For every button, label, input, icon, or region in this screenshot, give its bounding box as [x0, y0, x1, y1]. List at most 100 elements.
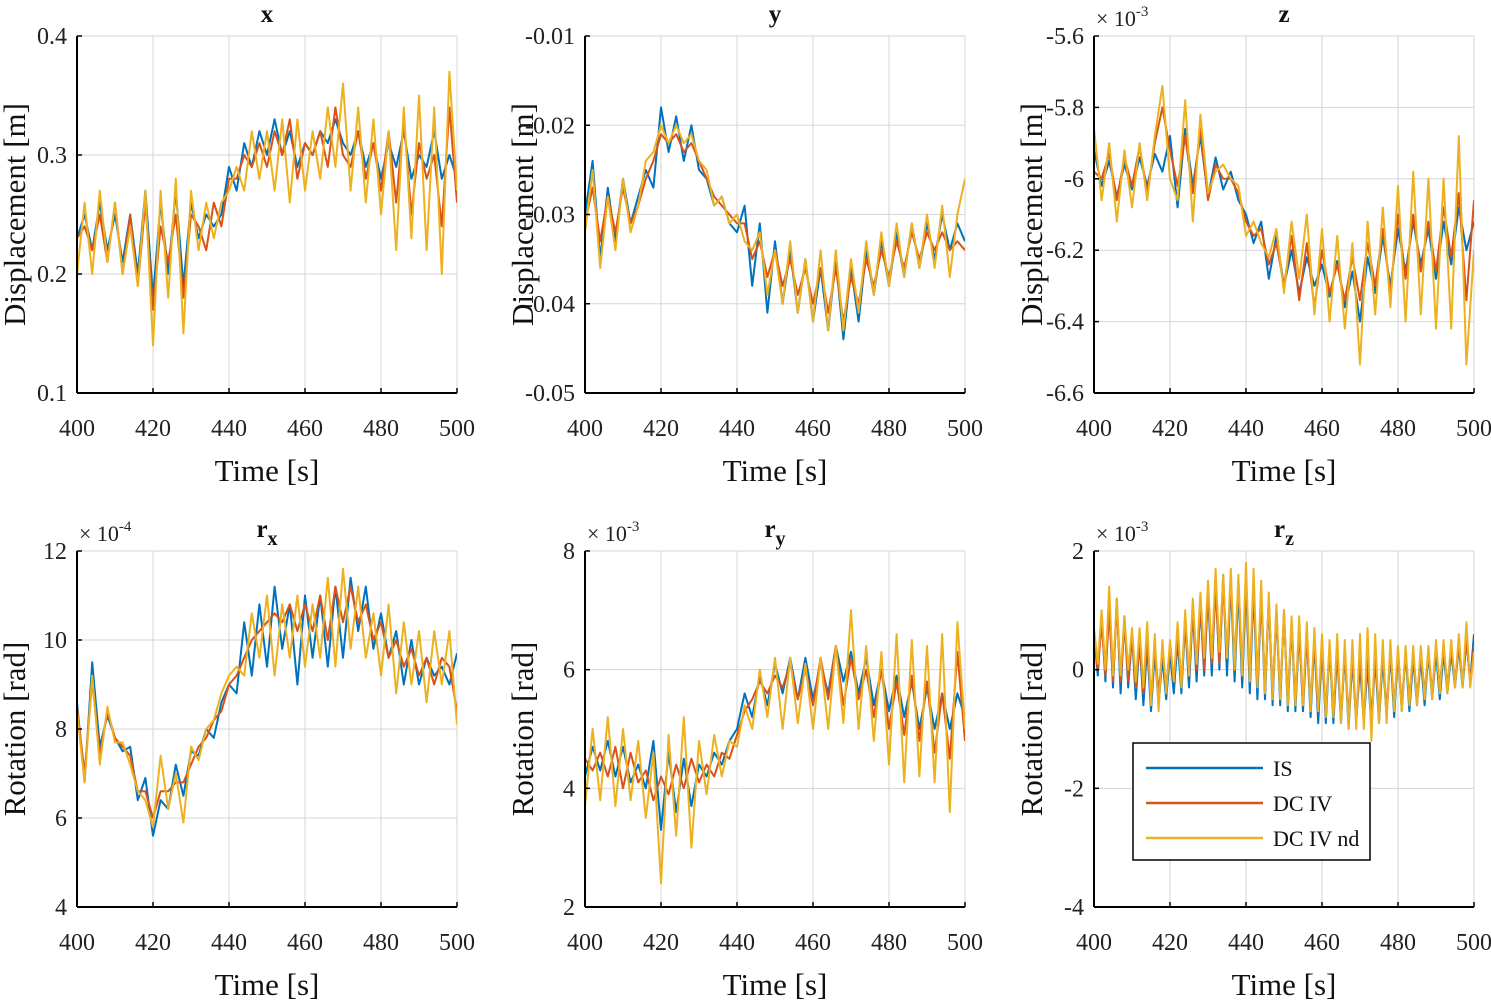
panel-title: rx [256, 516, 277, 550]
y-tick-label: 6 [55, 806, 67, 832]
y-tick-label: 0 [1072, 658, 1084, 684]
legend: IS DC IV DC IV nd [1132, 742, 1371, 861]
x-tick-label: 440 [1228, 416, 1264, 442]
legend-label: DC IV nd [1273, 826, 1359, 851]
x-tick-label: 460 [795, 930, 831, 956]
x-tick-label: 400 [59, 416, 95, 442]
panel-title-main: r [764, 516, 775, 543]
x-axis-label: Time [s] [1232, 453, 1337, 488]
x-tick-label: 460 [1304, 930, 1340, 956]
axis-multiplier: × 10-3 [1096, 4, 1148, 31]
legend-label: IS [1273, 756, 1293, 781]
axis-multiplier-exponent: -3 [627, 519, 640, 535]
panel-4: 400 420 440 460 480 500 4 6 8 10 12 rx Time [s] Rotat… [0, 516, 475, 1002]
y-axis-label: Displacement [m] [505, 103, 540, 326]
axis-multiplier-exponent: -3 [1136, 4, 1149, 20]
panel-title-main: r [1274, 516, 1285, 543]
panel-title-main: z [1278, 1, 1289, 28]
x-tick-label: 400 [1076, 416, 1112, 442]
legend-item: DC IV nd [1146, 826, 1359, 851]
panel-title-subscript: y [776, 528, 786, 550]
y-tick-label: -0.03 [525, 203, 575, 229]
y-tick-label: -0.01 [525, 24, 575, 50]
y-tick-label: 12 [43, 539, 67, 565]
x-tick-label: 440 [719, 416, 755, 442]
x-tick-label: 460 [287, 416, 323, 442]
legend-item: DC IV [1146, 791, 1332, 816]
panel-title: ry [764, 516, 785, 550]
y-tick-label: 10 [43, 628, 67, 654]
axis-multiplier-exponent: -4 [119, 519, 132, 535]
series-group [585, 609, 965, 885]
series-line-is [585, 644, 965, 831]
series-line-dc-iv-nd [1094, 85, 1474, 366]
series-line-is [585, 106, 965, 341]
series-group [585, 106, 965, 341]
y-tick-label: 0.1 [37, 381, 67, 407]
panel-6: 400 420 440 460 480 500 -4 -2 0 2 rz Time [s] Rotati… [1014, 516, 1491, 1002]
x-tick-label: 440 [211, 416, 247, 442]
x-tick-label: 400 [567, 416, 603, 442]
series-group [1094, 561, 1474, 742]
y-tick-label: 0.2 [37, 262, 67, 288]
y-tick-label: 6 [563, 658, 575, 684]
x-tick-label: 400 [567, 930, 603, 956]
x-tick-label: 500 [439, 416, 475, 442]
x-tick-label: 500 [1456, 416, 1491, 442]
panel-title-main: y [769, 1, 782, 28]
x-axis-label: Time [s] [215, 967, 320, 1002]
x-tick-label: 440 [211, 930, 247, 956]
x-tick-label: 460 [1304, 416, 1340, 442]
panel-title-subscript: x [268, 528, 278, 550]
y-tick-label: 4 [55, 895, 67, 921]
series-line-is [77, 118, 457, 299]
series-line-dc-iv [585, 133, 965, 323]
y-axis-label: Rotation [rad] [0, 642, 32, 817]
x-tick-label: 440 [719, 930, 755, 956]
y-tick-label: 2 [1072, 539, 1084, 565]
y-tick-label: 2 [563, 895, 575, 921]
series-group [77, 70, 457, 347]
x-axis-label: Time [s] [723, 967, 828, 1002]
series-line-dc-iv-nd [1094, 561, 1474, 742]
series-group [1094, 85, 1474, 366]
x-tick-label: 480 [1380, 930, 1416, 956]
series-line-dc-iv-nd [77, 567, 457, 828]
axis-multiplier-base: × 10 [587, 521, 627, 546]
y-axis-label: Rotation [rad] [505, 642, 540, 817]
series-line-is [77, 576, 457, 837]
y-tick-label: -2 [1064, 776, 1084, 802]
panel-1: 400 420 440 460 480 500 0.1 0.2 0.3 0.4 x Time [s] D… [0, 1, 475, 488]
x-tick-label: 480 [1380, 416, 1416, 442]
y-tick-label: -0.02 [525, 113, 575, 139]
x-axis-label: Time [s] [723, 453, 828, 488]
x-tick-label: 440 [1228, 930, 1264, 956]
y-tick-label: 4 [563, 776, 575, 802]
axis-multiplier: × 10-3 [587, 519, 639, 546]
panel-title: rz [1274, 516, 1294, 550]
panel-title-main: r [256, 516, 267, 543]
y-tick-label: 8 [55, 717, 67, 743]
x-tick-label: 500 [439, 930, 475, 956]
series-group [77, 567, 457, 837]
y-tick-label: 0.3 [37, 143, 67, 169]
y-tick-label: -5.6 [1046, 24, 1084, 50]
x-tick-label: 420 [1152, 930, 1188, 956]
x-tick-label: 400 [59, 930, 95, 956]
x-axis-label: Time [s] [215, 453, 320, 488]
x-tick-label: 420 [643, 930, 679, 956]
x-tick-label: 500 [947, 930, 983, 956]
x-tick-label: 420 [643, 416, 679, 442]
x-tick-label: 480 [363, 930, 399, 956]
x-tick-label: 460 [287, 930, 323, 956]
legend-box [1132, 742, 1371, 861]
x-tick-label: 500 [947, 416, 983, 442]
x-tick-label: 420 [135, 416, 171, 442]
legend-label: DC IV [1273, 791, 1332, 816]
panel-2: 400 420 440 460 480 500 -0.05 -0.04 -0.03 -0.02 -0… [505, 1, 983, 488]
panel-title: x [261, 1, 274, 28]
y-tick-label: -5.8 [1046, 95, 1084, 121]
series-line-dc-iv-nd [77, 70, 457, 347]
x-tick-label: 420 [1152, 416, 1188, 442]
